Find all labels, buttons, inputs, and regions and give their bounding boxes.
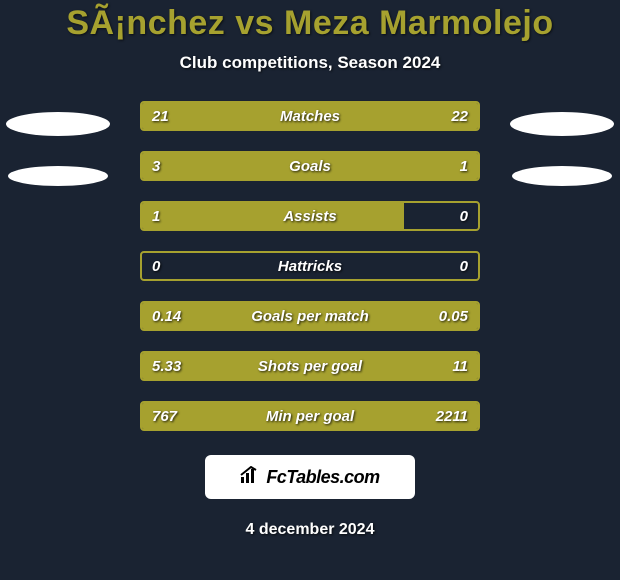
avatar-body-icon: [512, 166, 612, 186]
row-label: Assists: [142, 208, 478, 225]
row-label: Matches: [142, 108, 478, 125]
row-text: 767Min per goal2211: [142, 403, 478, 429]
value-left: 1: [152, 208, 160, 225]
row-label: Min per goal: [142, 408, 478, 425]
stat-row: 0.14Goals per match0.05: [140, 301, 480, 331]
value-left: 5.33: [152, 358, 181, 375]
row-text: 5.33Shots per goal11: [142, 353, 478, 379]
value-right: 11: [452, 358, 468, 375]
chart-icon: [240, 466, 262, 488]
avatar-body-icon: [8, 166, 108, 186]
row-text: 1Assists0: [142, 203, 478, 229]
row-text: 0Hattricks0: [142, 253, 478, 279]
stat-row: 0Hattricks0: [140, 251, 480, 281]
row-text: 0.14Goals per match0.05: [142, 303, 478, 329]
row-label: Shots per goal: [142, 358, 478, 375]
value-left: 767: [152, 408, 177, 425]
value-right: 0.05: [439, 308, 468, 325]
player-right-avatar: [510, 112, 614, 200]
row-label: Hattricks: [142, 258, 478, 275]
value-left: 21: [152, 108, 169, 125]
stat-row: 1Assists0: [140, 201, 480, 231]
date-label: 4 december 2024: [0, 521, 620, 539]
value-right: 0: [460, 208, 468, 225]
value-left: 0.14: [152, 308, 181, 325]
source-logo: FcTables.com: [205, 455, 415, 499]
stat-row: 5.33Shots per goal11: [140, 351, 480, 381]
stat-row: 3Goals1: [140, 151, 480, 181]
logo-text: FcTables.com: [266, 467, 379, 488]
stat-row: 21Matches22: [140, 101, 480, 131]
row-label: Goals per match: [142, 308, 478, 325]
stats-rows: 21Matches223Goals11Assists00Hattricks00.…: [140, 101, 480, 431]
value-right: 1: [460, 158, 468, 175]
stat-row: 767Min per goal2211: [140, 401, 480, 431]
subtitle: Club competitions, Season 2024: [0, 53, 620, 73]
row-label: Goals: [142, 158, 478, 175]
player-left-avatar: [6, 112, 110, 200]
avatar-head-icon: [6, 112, 110, 136]
avatar-head-icon: [510, 112, 614, 136]
page-title: SÃ¡nchez vs Meza Marmolejo: [0, 4, 620, 43]
value-left: 0: [152, 258, 160, 275]
value-right: 0: [460, 258, 468, 275]
value-right: 2211: [436, 408, 468, 425]
value-left: 3: [152, 158, 160, 175]
row-text: 3Goals1: [142, 153, 478, 179]
row-text: 21Matches22: [142, 103, 478, 129]
value-right: 22: [451, 108, 468, 125]
